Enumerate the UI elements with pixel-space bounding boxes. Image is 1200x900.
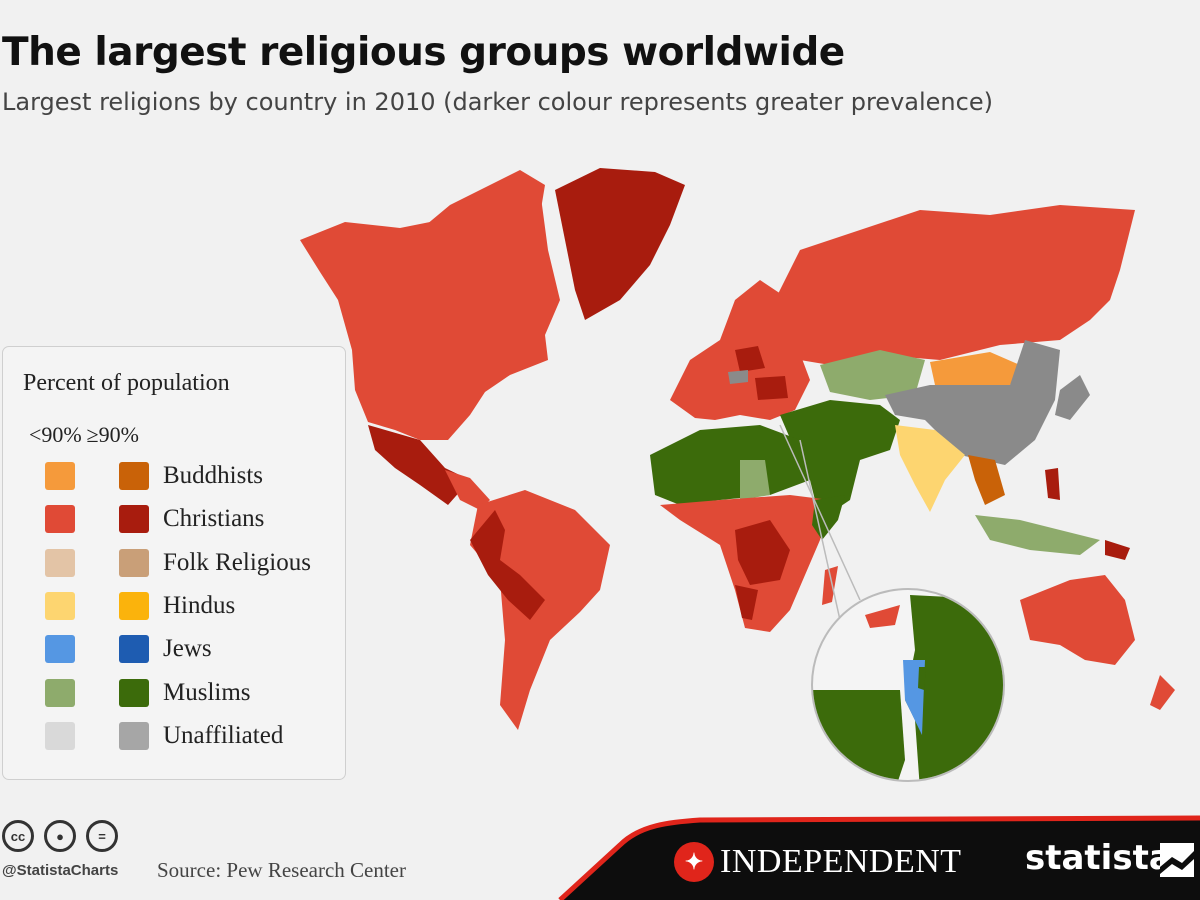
legend-swatch-low [45,678,75,707]
legend-label: Jews [163,635,212,663]
zoom-connector-line [779,424,861,601]
source-text: Source: Pew Research Center [157,858,406,882]
poland [735,346,765,372]
legend-swatch-low [45,462,75,490]
china [885,340,1060,465]
chart-subtitle: Largest religions by country in 2010 (da… [2,88,993,116]
statista-logo-icon [1160,843,1194,877]
north-africa [650,425,810,505]
footer-band-red-edge [558,815,1200,900]
partner-logo-text: INDEPENDENT [720,843,962,880]
legend-swatch-low [45,635,75,664]
brand-logo-text: statista [1025,838,1172,878]
legend-item: Buddhists [45,462,345,490]
romania [755,376,788,400]
legend-swatch-high [119,635,149,664]
legend-columns: <90% ≥90% [29,422,139,448]
legend-swatch-high [119,678,149,707]
zoom-connector-line [799,439,841,621]
arctic-islands [420,170,545,240]
eagle-logo-icon: ✦ [674,842,714,882]
legend: Percent of population <90% ≥90% Buddhist… [2,346,346,780]
russia [775,205,1135,365]
southeast-asia-buddhist [968,455,1005,505]
legend-swatch-high [119,462,149,490]
papua-new-guinea [1105,540,1130,560]
legend-item: Christians [45,505,345,534]
south-america [470,490,610,730]
andean-countries [470,510,545,620]
czech-republic [728,370,748,384]
legend-item: Muslims [45,678,345,707]
legend-swatch-low [45,721,75,750]
legend-item: Unaffiliated [45,721,345,750]
legend-label: Christians [163,505,265,533]
legend-swatch-high [119,505,149,534]
namibia [735,585,758,620]
attribution-icon: ● [44,820,76,852]
new-zealand [1150,675,1175,710]
legend-label: Hindus [163,591,236,619]
legend-col-low: <90% [29,422,82,447]
legend-swatch-high [119,721,149,750]
chart-title: The largest religious groups worldwide [2,30,845,75]
no-derivatives-icon: = [86,820,118,852]
north-america [300,190,560,440]
legend-item: Hindus [45,591,345,620]
philippines [1045,468,1060,500]
kazakhstan [820,350,925,400]
legend-item: Folk Religious [45,548,345,577]
madagascar [822,566,838,605]
central-america [445,470,490,510]
legend-swatch-high [119,591,149,620]
australia [1020,575,1135,665]
mongolia [930,352,1020,392]
legend-title: Percent of population [23,370,230,396]
legend-label: Unaffiliated [163,721,284,749]
japan [1055,375,1090,420]
legend-swatch-high [119,548,149,577]
zoom-inset-israel [811,588,1005,782]
statista-handle: @StatistaCharts [2,862,119,879]
legend-label: Buddhists [163,462,264,489]
footer-band [560,818,1200,900]
greenland [555,168,685,320]
mexico [368,425,470,505]
legend-label: Muslims [163,678,251,706]
legend-label: Folk Religious [163,548,311,576]
legend-swatch-low [45,591,75,620]
legend-col-high: ≥90% [86,422,139,447]
legend-swatch-low [45,548,75,577]
middle-east [780,400,900,520]
central-africa [735,520,790,585]
india [895,425,965,512]
legend-swatch-low [45,505,75,534]
legend-item: Jews [45,635,345,664]
cc-icon: cc [2,820,34,852]
sahel [740,460,770,500]
indonesia [975,515,1100,555]
